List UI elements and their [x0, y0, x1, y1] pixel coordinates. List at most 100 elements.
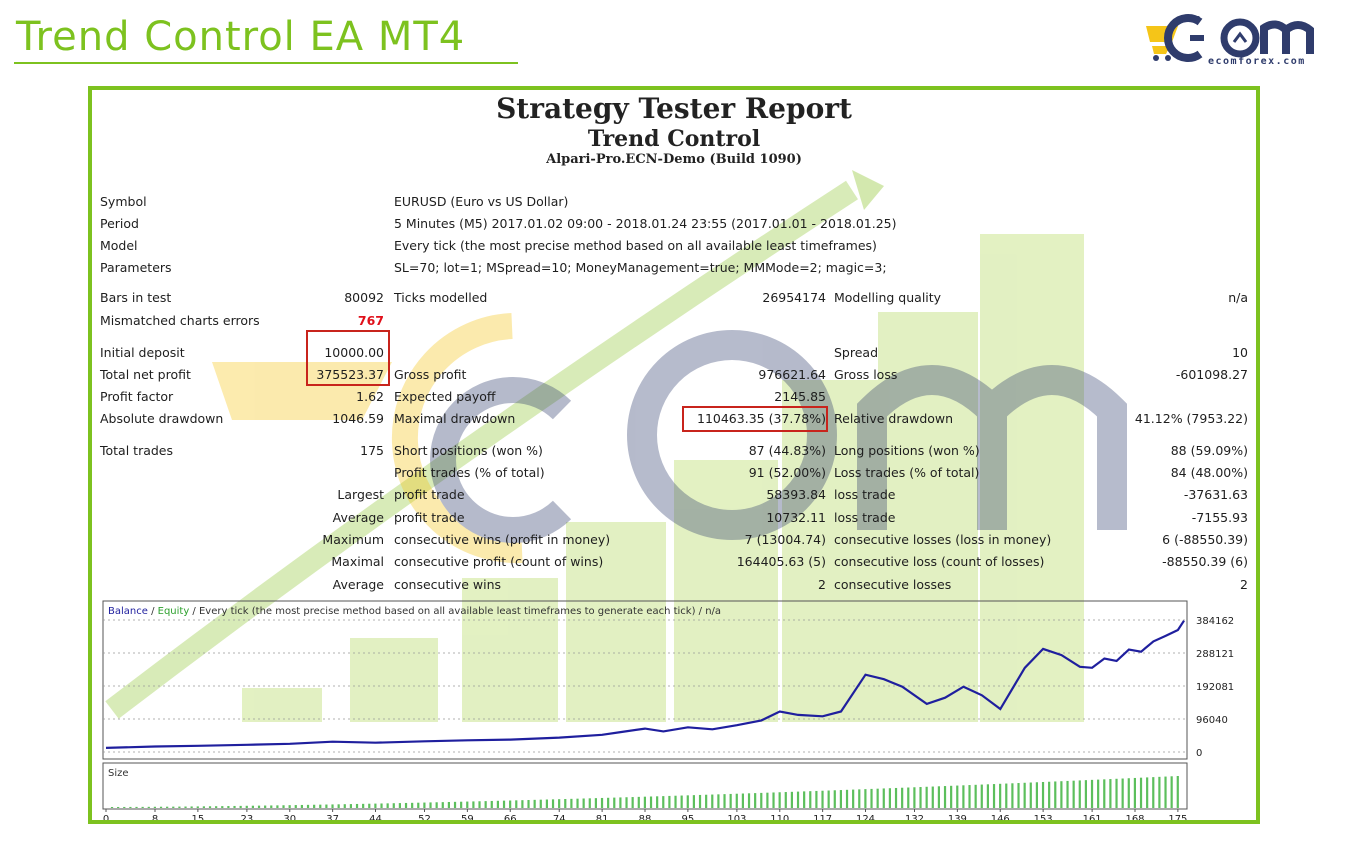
deposit-value: 10000.00 — [324, 345, 384, 360]
size-bar — [172, 806, 175, 808]
size-bar — [674, 795, 677, 808]
size-bar — [221, 806, 224, 808]
size-bar — [692, 795, 695, 808]
size-bar — [588, 798, 591, 808]
size-bar — [827, 790, 830, 808]
size-bar — [1005, 783, 1008, 808]
equity-plot-area — [102, 600, 1188, 760]
relative-drawdown-value: 41.12% (7953.22) — [1134, 411, 1248, 426]
absolute-drawdown-label: Absolute drawdown — [100, 411, 224, 426]
size-bar — [637, 796, 640, 808]
net-profit-label: Total net profit — [100, 367, 191, 382]
x-tick-label: 146 — [991, 814, 1010, 820]
size-bar — [429, 802, 432, 808]
size-bar — [1072, 780, 1075, 808]
brand-url: ecomforex.com — [1208, 56, 1306, 67]
size-bar — [662, 796, 665, 808]
x-tick-label: 139 — [948, 814, 967, 820]
chart-svg: Balance / Equity / Every tick (the most … — [102, 600, 1234, 820]
short-positions-value: 87 (44.83%) — [748, 443, 826, 458]
size-bar — [754, 793, 757, 808]
size-bar — [1146, 777, 1149, 808]
max-consecutive-losses-value: 6 (-88550.39) — [1162, 532, 1248, 547]
absolute-drawdown-value: 1046.59 — [332, 411, 384, 426]
size-bar — [325, 804, 328, 808]
average-profit-trade-label: profit trade — [394, 510, 465, 525]
y-tick-label: 288121 — [1196, 649, 1234, 660]
size-bar — [411, 802, 414, 808]
largest-loss-trade-value: -37631.63 — [1183, 487, 1248, 502]
size-label: Size — [108, 768, 129, 779]
size-bar — [888, 788, 891, 808]
size-bar — [496, 800, 499, 808]
size-bar — [576, 798, 579, 808]
x-tick-label: 81 — [596, 814, 609, 820]
profit-trades-value: 91 (52.00%) — [748, 465, 826, 480]
size-bar — [558, 799, 561, 808]
size-bar — [331, 804, 334, 808]
max-consecutive-wins-value: 7 (13004.74) — [744, 532, 826, 547]
size-bar — [1170, 776, 1173, 808]
size-bar — [129, 806, 132, 808]
size-bar — [741, 793, 744, 808]
x-tick-label: 132 — [905, 814, 924, 820]
profit-trades-label: Profit trades (% of total) — [394, 465, 545, 480]
size-bar — [227, 806, 230, 808]
balance-chart: Balance / Equity / Every tick (the most … — [102, 600, 1252, 820]
average-loss-trade-value: -7155.93 — [1191, 510, 1248, 525]
size-bar — [362, 803, 365, 808]
loss-trades-value: 84 (48.00%) — [1170, 465, 1248, 480]
maximal-consecutive-profit-label: consecutive profit (count of wins) — [394, 554, 604, 569]
max-consecutive-wins-label: consecutive wins (profit in money) — [394, 532, 611, 547]
size-bar — [1066, 780, 1069, 808]
deposit-label: Initial deposit — [100, 345, 185, 360]
size-bar — [404, 802, 408, 808]
average-loss-trade-label: loss trade — [834, 510, 896, 525]
size-bar — [484, 801, 487, 808]
size-bar — [551, 799, 555, 808]
size-bar — [1121, 778, 1124, 808]
maximum-label: Maximum — [322, 532, 384, 547]
size-bar — [1176, 776, 1179, 808]
size-bar — [1023, 782, 1026, 808]
size-bar — [1090, 779, 1094, 808]
size-bar — [1158, 776, 1161, 808]
strategy-tester-report: Strategy Tester Report Trend Control Alp… — [88, 86, 1260, 824]
size-bar — [686, 795, 689, 808]
size-bar — [1097, 779, 1100, 808]
size-bar — [594, 798, 597, 808]
net-profit-value: 375523.37 — [316, 367, 384, 382]
size-bar — [717, 794, 720, 808]
size-bar — [1029, 782, 1032, 808]
y-tick-label: 96040 — [1196, 715, 1228, 726]
spread-label: Spread — [834, 345, 879, 360]
largest-profit-trade-value: 58393.84 — [766, 487, 826, 502]
size-bar — [527, 800, 530, 808]
size-bar — [539, 799, 542, 808]
bars-label: Bars in test — [100, 290, 172, 305]
gross-loss-label: Gross loss — [834, 367, 898, 382]
maximal-consecutive-profit-value: 164405.63 (5) — [736, 554, 826, 569]
size-bar — [270, 805, 273, 808]
size-bar — [913, 787, 916, 808]
size-bar — [711, 794, 714, 808]
size-bar — [1109, 779, 1112, 808]
size-bar — [907, 787, 910, 808]
maximal-drawdown-label: Maximal drawdown — [394, 411, 516, 426]
size-bar — [766, 792, 769, 808]
average-label: Average — [332, 510, 384, 525]
ticks-label: Ticks modelled — [394, 290, 488, 305]
size-bar — [631, 797, 634, 808]
size-bar — [545, 799, 548, 808]
size-bar — [931, 786, 934, 808]
size-bar — [882, 788, 885, 808]
size-bar — [656, 796, 659, 808]
size-bar — [386, 803, 389, 808]
size-bar — [729, 793, 732, 808]
size-bar — [796, 791, 800, 808]
size-bar — [196, 806, 199, 808]
size-bar — [435, 802, 438, 808]
long-positions-label: Long positions (won %) — [834, 443, 980, 458]
x-tick-label: 0 — [103, 814, 109, 820]
largest-loss-trade-label: loss trade — [834, 487, 896, 502]
